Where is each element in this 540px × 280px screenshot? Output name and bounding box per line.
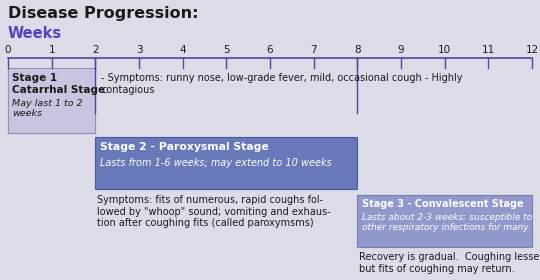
Text: - Symptoms: runny nose, low-grade fever, mild, occasional cough - Highly
contagi: - Symptoms: runny nose, low-grade fever,… [102, 73, 463, 95]
Text: 8: 8 [354, 45, 361, 55]
Text: Stage 2 - Paroxysmal Stage: Stage 2 - Paroxysmal Stage [100, 142, 269, 152]
Text: Catarrhal Stage: Catarrhal Stage [12, 85, 105, 95]
Text: 12: 12 [525, 45, 538, 55]
Text: Stage 3 - Convalescent Stage: Stage 3 - Convalescent Stage [362, 199, 524, 209]
Text: 4: 4 [179, 45, 186, 55]
Text: May last 1 to 2
weeks: May last 1 to 2 weeks [12, 99, 83, 118]
Text: 5: 5 [223, 45, 230, 55]
Text: Lasts about 2-3 weeks; susceptible to
other respiratory infections for many: Lasts about 2-3 weeks; susceptible to ot… [362, 213, 532, 232]
Text: 11: 11 [482, 45, 495, 55]
Bar [8, 68, 96, 133]
Bar [357, 195, 532, 247]
Text: Symptoms: fits of numerous, rapid coughs fol-
lowed by "whoop" sound; vomiting a: Symptoms: fits of numerous, rapid coughs… [97, 195, 331, 228]
Text: 7: 7 [310, 45, 317, 55]
Text: 9: 9 [397, 45, 404, 55]
Text: 1: 1 [49, 45, 55, 55]
Text: Disease Progression:: Disease Progression: [8, 6, 199, 21]
Text: 10: 10 [438, 45, 451, 55]
Text: 6: 6 [267, 45, 273, 55]
Text: 3: 3 [136, 45, 143, 55]
Text: Lasts from 1-6 weeks; may extend to 10 weeks: Lasts from 1-6 weeks; may extend to 10 w… [100, 158, 332, 168]
Text: Stage 1: Stage 1 [12, 73, 57, 83]
Text: 2: 2 [92, 45, 99, 55]
Text: 0: 0 [5, 45, 11, 55]
Text: Recovery is gradual.  Coughing lessens
but fits of coughing may return.: Recovery is gradual. Coughing lessens bu… [359, 252, 540, 274]
Text: Weeks: Weeks [8, 26, 62, 41]
Bar [96, 137, 357, 189]
